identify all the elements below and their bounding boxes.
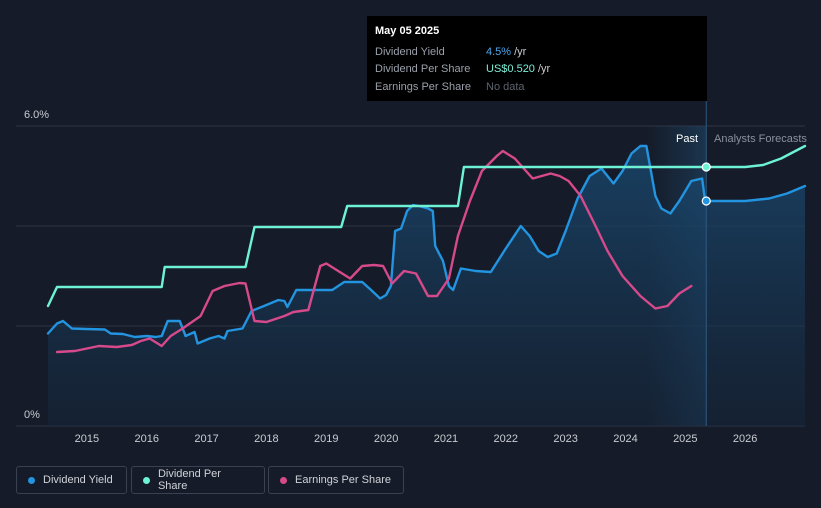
tooltip-row-dividend-per-share: Dividend Per Share US$0.520 /yr — [375, 61, 699, 79]
y-tick-label-top: 6.0% — [24, 109, 49, 121]
tooltip-date: May 05 2025 — [375, 25, 440, 37]
x-tick-label: 2015 — [75, 433, 99, 445]
series-lines — [46, 144, 807, 354]
x-tick-label: 2025 — [673, 433, 697, 445]
earnings-per-share-line — [55, 149, 693, 354]
legend-label: Dividend Yield — [43, 474, 113, 486]
past-label: Past — [676, 133, 698, 145]
forecast-label: Analysts Forecasts — [714, 133, 807, 145]
x-tick-label: 2019 — [314, 433, 338, 445]
dividend-per-share-line — [46, 144, 807, 308]
tooltip-label: Dividend Per Share — [375, 63, 471, 76]
x-tick-label: 2024 — [613, 433, 637, 445]
legend-dot-icon — [280, 476, 287, 484]
x-tick-label: 2023 — [553, 433, 577, 445]
tooltip-value: 4.5% — [486, 45, 512, 58]
tooltip-row-dividend-yield: Dividend Yield 4.5% /yr — [375, 43, 699, 61]
y-tick-label-bottom: 0% — [24, 409, 40, 421]
tooltip-value: No data — [486, 80, 525, 93]
x-tick-label: 2017 — [194, 433, 218, 445]
x-tick-label: 2016 — [134, 433, 158, 445]
tooltip: May 05 2025 Dividend Yield 4.5% /yr Divi… — [367, 16, 707, 101]
dividend-per-share-marker — [701, 162, 711, 172]
tooltip-value: US$0.520 — [486, 63, 535, 76]
legend-dot-icon — [143, 476, 150, 484]
x-tick-label: 2021 — [434, 433, 458, 445]
markers — [701, 162, 711, 206]
legend-item-dividend-yield[interactable]: Dividend Yield — [16, 466, 127, 494]
dividend-yield-area — [48, 146, 805, 426]
legend-label: Dividend Per Share — [157, 468, 221, 492]
x-tick-label: 2026 — [733, 433, 757, 445]
legend-item-dividend-per-share[interactable]: Dividend Per Share — [131, 466, 265, 494]
dividend-yield-line — [46, 144, 807, 345]
dividend-yield-marker — [701, 196, 711, 206]
legend-item-earnings-per-share[interactable]: Earnings Per Share — [268, 466, 404, 494]
x-tick-label: 2022 — [494, 433, 518, 445]
legend-dot-icon — [28, 476, 35, 484]
tooltip-label: Dividend Yield — [375, 45, 445, 58]
tooltip-unit: /yr — [514, 45, 527, 58]
tooltip-unit: /yr — [537, 63, 551, 76]
x-tick-label: 2020 — [374, 433, 398, 445]
tooltip-row-earnings-per-share: Earnings Per Share No data — [375, 78, 699, 96]
x-tick-label: 2018 — [254, 433, 278, 445]
tooltip-label: Earnings Per Share — [375, 80, 471, 93]
legend-label: Earnings Per Share — [295, 474, 391, 486]
x-axis-ticks: 2015 2016 2017 2018 2019 2020 2021 2022 2023 2024… — [75, 433, 758, 445]
